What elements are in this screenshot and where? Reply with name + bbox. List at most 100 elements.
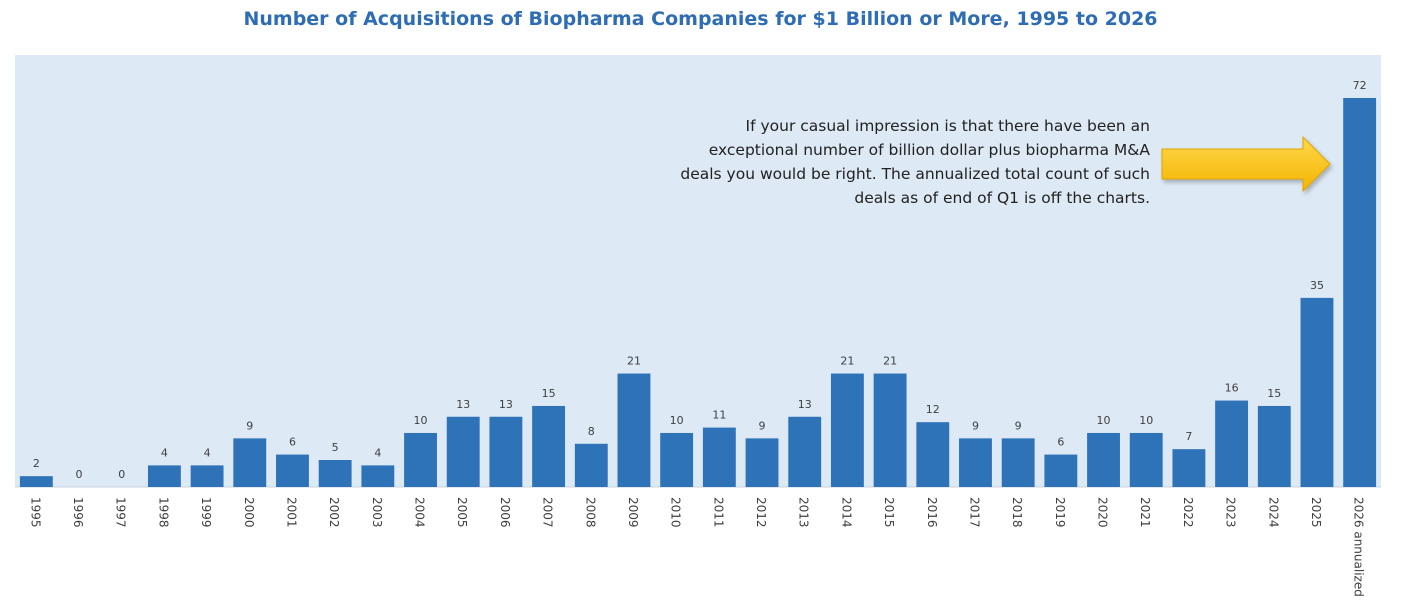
bar-1995 <box>19 476 53 487</box>
x-tick-label-2024: 2024 <box>1266 497 1280 528</box>
bar-2000 <box>233 438 267 488</box>
value-label-2004: 10 <box>414 414 428 427</box>
value-label-2012: 9 <box>759 419 766 432</box>
x-tick-label-1999: 1999 <box>199 497 213 528</box>
value-label-1997: 0 <box>118 468 125 481</box>
plot-area <box>15 55 1381 487</box>
bar-2001 <box>276 454 309 487</box>
value-label-2011: 11 <box>712 409 726 422</box>
value-label-2021: 10 <box>1139 414 1153 427</box>
x-tick-label-2013: 2013 <box>797 497 811 528</box>
x-tick-label-1996: 1996 <box>71 497 85 528</box>
x-tick-label-2005: 2005 <box>455 497 469 528</box>
bar-2023 <box>1215 400 1249 487</box>
value-label-2010: 10 <box>670 414 684 427</box>
value-label-1995: 2 <box>33 457 40 470</box>
bar-2002 <box>318 459 352 487</box>
x-tick-labels-group: 1995 1996 1997 1998 1999 2000 2001 2002 2003 2004… <box>28 497 1365 597</box>
bar-2014 <box>830 373 864 487</box>
bar-2010 <box>660 432 694 487</box>
x-tick-label-2012: 2012 <box>754 497 768 528</box>
bar-2012 <box>745 438 779 488</box>
x-tick-label-2010: 2010 <box>669 497 683 528</box>
value-label-2022: 7 <box>1185 430 1192 443</box>
x-tick-label-2020: 2020 <box>1096 497 1110 528</box>
value-label-2018: 9 <box>1015 419 1022 432</box>
value-label-2006: 13 <box>499 398 513 411</box>
x-tick-label-2014: 2014 <box>839 497 853 528</box>
bar-1998 <box>147 465 181 487</box>
value-labels-group: 2 0 0 4 4 9 6 5 4 10 13 13 15 8 21 10 11 9 13 21 21 12 9 9 6 10 10… <box>33 79 1367 481</box>
value-label-2013: 13 <box>798 398 812 411</box>
value-label-2017: 9 <box>972 419 979 432</box>
x-tick-label-1995: 1995 <box>28 497 42 528</box>
value-label-1996: 0 <box>76 468 83 481</box>
x-tick-label-2004: 2004 <box>413 497 427 528</box>
x-tick-label-2011: 2011 <box>711 497 725 528</box>
value-label-2009: 21 <box>627 355 641 368</box>
x-tick-label-2023: 2023 <box>1224 497 1238 528</box>
value-label-2015: 21 <box>883 355 897 368</box>
bar-2004 <box>404 432 437 487</box>
x-tick-label-2021: 2021 <box>1138 497 1152 528</box>
bar-2007 <box>532 405 566 487</box>
annotation-text: If your casual impression is that there … <box>680 117 1150 207</box>
x-tick-label-2019: 2019 <box>1053 497 1067 528</box>
x-tick-label-2017: 2017 <box>967 497 981 528</box>
bar-2026-annualized <box>1343 98 1377 487</box>
value-label-2023: 16 <box>1225 382 1239 395</box>
x-tick-label-2016: 2016 <box>925 497 939 528</box>
x-tick-label-2025: 2025 <box>1309 497 1323 528</box>
x-tick-label-2008: 2008 <box>583 497 597 528</box>
x-tick-label-2007: 2007 <box>541 497 555 528</box>
value-label-2019: 6 <box>1057 436 1064 449</box>
bar-2018 <box>1001 438 1035 488</box>
x-tick-label-2022: 2022 <box>1181 497 1195 528</box>
chart-title: Number of Acquisitions of Biopharma Comp… <box>243 8 1158 30</box>
value-label-2026-annualized: 72 <box>1353 79 1367 92</box>
value-label-2020: 10 <box>1097 414 1111 427</box>
bar-2003 <box>361 465 395 487</box>
bar-2019 <box>1044 454 1078 487</box>
x-tick-label-2003: 2003 <box>370 497 384 528</box>
bar-2021 <box>1129 432 1163 487</box>
bar-2009 <box>617 373 651 487</box>
x-tick-label-2026-annualized: 2026 annualized <box>1352 497 1366 597</box>
bar-2025 <box>1300 297 1334 487</box>
value-label-2003: 4 <box>374 446 381 459</box>
value-label-2000: 9 <box>246 419 253 432</box>
x-tick-label-2018: 2018 <box>1010 497 1024 528</box>
value-label-2005: 13 <box>456 398 470 411</box>
bar-2011 <box>702 427 736 487</box>
bar-2022 <box>1172 449 1206 487</box>
bar-2024 <box>1257 405 1291 487</box>
bar-2008 <box>574 443 608 487</box>
x-tick-label-2000: 2000 <box>242 497 256 528</box>
bar-2016 <box>916 422 950 487</box>
bar-1999 <box>190 465 224 487</box>
x-tick-label-2001: 2001 <box>284 497 298 528</box>
x-tick-label-2006: 2006 <box>498 497 512 528</box>
value-label-2001: 6 <box>289 436 296 449</box>
bar-2013 <box>788 416 822 487</box>
value-label-2024: 15 <box>1267 387 1281 400</box>
bars-group <box>19 98 1377 488</box>
x-tick-label-2002: 2002 <box>327 497 341 528</box>
value-label-1998: 4 <box>161 446 168 459</box>
value-label-2002: 5 <box>332 441 339 454</box>
x-tick-label-1998: 1998 <box>156 497 170 528</box>
bar-2015 <box>873 373 907 487</box>
value-label-1999: 4 <box>204 446 211 459</box>
bar-2017 <box>959 438 992 488</box>
annotation-arrow <box>1161 135 1331 193</box>
x-tick-label-1997: 1997 <box>114 497 128 528</box>
bar-2006 <box>489 416 523 487</box>
bar-2020 <box>1087 432 1120 487</box>
value-label-2008: 8 <box>588 425 595 438</box>
x-tick-label-2009: 2009 <box>626 497 640 528</box>
value-label-2007: 15 <box>542 387 556 400</box>
bar-2005 <box>446 416 480 487</box>
x-tick-label-2015: 2015 <box>882 497 896 528</box>
value-label-2014: 21 <box>840 355 854 368</box>
